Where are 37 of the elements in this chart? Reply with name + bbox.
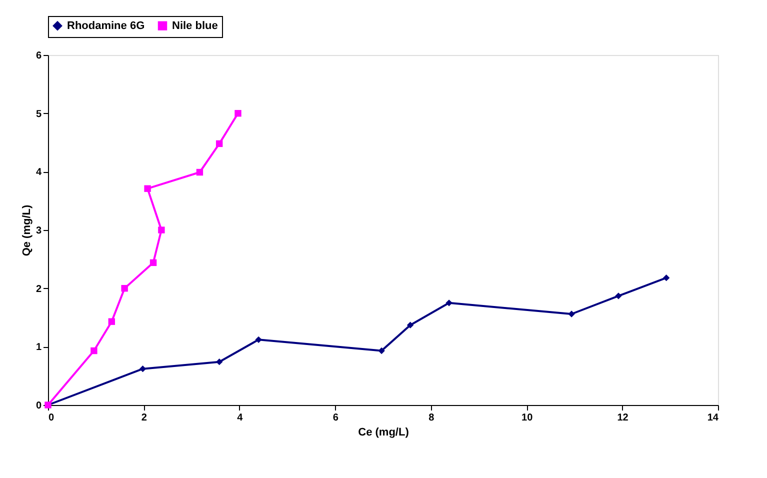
legend-label: Nile blue (172, 20, 218, 32)
legend-label: Rhodamine 6G (67, 20, 145, 32)
y-axis-title: Qe (mg/L) (20, 204, 33, 256)
point (121, 284, 128, 292)
y-tick-label: 0 (36, 400, 42, 412)
x-tick-label: 8 (428, 412, 435, 424)
point (196, 168, 204, 176)
y-tick-label: 2 (36, 284, 42, 295)
point (144, 185, 151, 192)
point (378, 347, 385, 354)
point (108, 318, 116, 325)
point (139, 365, 146, 372)
x-tick-label: 12 (617, 412, 629, 424)
y-tick-label: 5 (36, 108, 42, 120)
x-tick-label: 6 (332, 412, 339, 424)
x-tick-label: 10 (522, 412, 534, 424)
point (216, 358, 223, 366)
y-tick-label: 3 (36, 226, 42, 236)
x-tick-label: 14 (707, 412, 719, 424)
point (446, 300, 452, 306)
x-axis-title: Ce (mg/L) (358, 426, 410, 438)
x-tick-label: 4 (237, 412, 244, 424)
point (234, 110, 242, 117)
y-tick-label: 4 (36, 167, 42, 178)
point (150, 259, 157, 266)
x-tick-label: 0 (48, 412, 54, 424)
point (406, 322, 414, 328)
point (90, 347, 98, 354)
point (615, 292, 622, 300)
point (158, 226, 165, 234)
point (216, 140, 223, 148)
x-tick-label: 2 (141, 412, 148, 424)
y-tick-label: 6 (36, 50, 42, 62)
point (568, 310, 575, 318)
point (662, 274, 670, 282)
y-tick-label: 1 (36, 342, 42, 354)
point (255, 336, 262, 344)
